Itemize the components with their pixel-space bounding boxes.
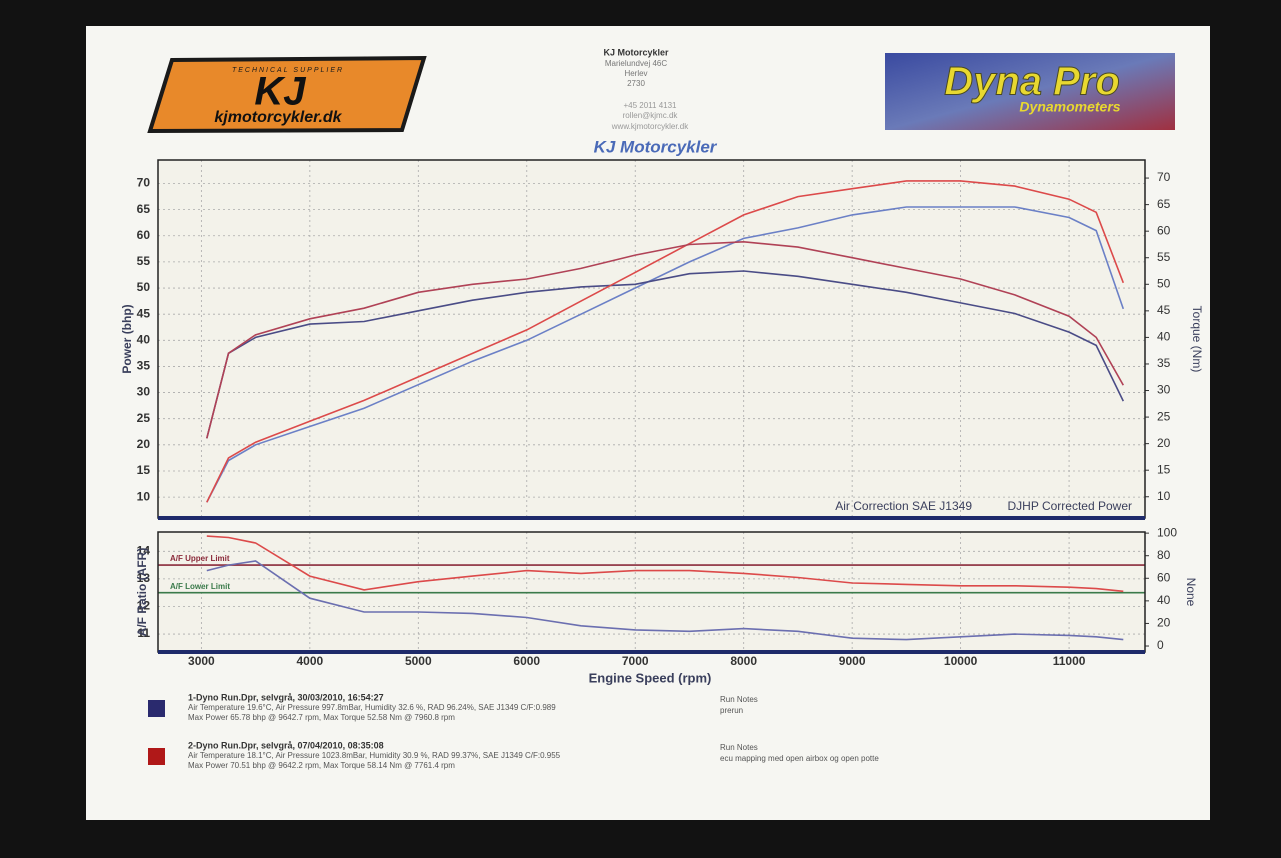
- y2-tick-label: 55: [1157, 250, 1171, 264]
- y2-tick-label: 20: [1157, 436, 1171, 450]
- y-tick-label: 60: [137, 228, 151, 242]
- brand-sub: Dynamometers: [1019, 99, 1120, 115]
- address-line: Marielundvej 46C: [605, 59, 667, 68]
- y-tick-label: 30: [137, 385, 151, 399]
- brand: Dyna Pro: [944, 60, 1120, 104]
- page-title: KJ Motorcykler: [594, 137, 718, 156]
- plot-area: [158, 160, 1145, 518]
- address-line: Herlev: [624, 69, 647, 78]
- y2-tick-label: 60: [1157, 570, 1171, 584]
- y2-tick-label: 25: [1157, 409, 1171, 423]
- run-detail: Air Temperature 19.6°C, Air Pressure 997…: [188, 703, 556, 712]
- x-tick-label: 7000: [622, 654, 649, 668]
- annotation: DJHP Corrected Power: [1008, 499, 1133, 513]
- y-tick-label: 40: [137, 332, 151, 346]
- run-title: 2-Dyno Run.Dpr, selvgrå, 07/04/2010, 08:…: [188, 740, 384, 750]
- x-tick-label: 8000: [730, 654, 757, 668]
- y-tick-label: 45: [137, 306, 151, 320]
- reference-label: A/F Upper Limit: [170, 554, 230, 563]
- run-notes-label: Run Notes: [720, 695, 758, 704]
- y-axis-title: A/F Ratio (AFR): [135, 548, 149, 637]
- address-line: 2730: [627, 79, 645, 88]
- y2-tick-label: 45: [1157, 303, 1171, 317]
- y-tick-label: 55: [137, 254, 151, 268]
- contact-line: rollen@kjmc.dk: [623, 111, 679, 120]
- run-title: 1-Dyno Run.Dpr, selvgrå, 30/03/2010, 16:…: [188, 692, 384, 702]
- contact-line: +45 2011 4131: [623, 101, 677, 110]
- y-tick-label: 35: [137, 359, 151, 373]
- y2-tick-label: 60: [1157, 223, 1171, 237]
- x-tick-label: 4000: [296, 654, 323, 668]
- y2-tick-label: 10: [1157, 489, 1171, 503]
- y2-tick-label: 40: [1157, 330, 1171, 344]
- y-axis-title: Power (bhp): [120, 304, 134, 373]
- y2-tick-label: 15: [1157, 462, 1171, 476]
- x-tick-label: 6000: [513, 654, 540, 668]
- y2-tick-label: 80: [1157, 548, 1171, 562]
- run-detail: Max Power 65.78 bhp @ 9642.7 rpm, Max To…: [188, 713, 455, 722]
- run-detail: Max Power 70.51 bhp @ 9642.2 rpm, Max To…: [188, 761, 455, 770]
- y2-tick-label: 65: [1157, 197, 1171, 211]
- y-tick-label: 50: [137, 280, 151, 294]
- run-swatch: [148, 748, 165, 765]
- y2-tick-label: 50: [1157, 276, 1171, 290]
- run-notes: prerun: [720, 706, 743, 715]
- logo-letters: KJ: [254, 70, 306, 114]
- y-tick-label: 70: [137, 176, 151, 190]
- annotation: Air Correction SAE J1349: [835, 499, 972, 513]
- contact-line: www.kjmotorcykler.dk: [611, 122, 689, 131]
- y2-tick-label: 70: [1157, 170, 1171, 184]
- y-tick-label: 65: [137, 202, 151, 216]
- y2-tick-label: 100: [1157, 525, 1177, 539]
- logo-url: kjmotorcykler.dk: [214, 109, 342, 126]
- y2-tick-label: 20: [1157, 616, 1171, 630]
- y2-tick-label: 35: [1157, 356, 1171, 370]
- y2-axis-title: None: [1184, 578, 1198, 607]
- x-tick-label: 10000: [944, 654, 978, 668]
- run-notes-label: Run Notes: [720, 743, 758, 752]
- y2-axis-title: Torque (Nm): [1190, 306, 1204, 373]
- y2-tick-label: 30: [1157, 383, 1171, 397]
- x-tick-label: 3000: [188, 654, 215, 668]
- run-swatch: [148, 700, 165, 717]
- y2-tick-label: 0: [1157, 638, 1164, 652]
- x-axis-title: Engine Speed (rpm): [589, 670, 712, 685]
- x-tick-label: 9000: [839, 654, 866, 668]
- page: TECHNICAL SUPPLIER KJ kjmotorcykler.dk K…: [0, 0, 1281, 858]
- y-tick-label: 15: [137, 463, 151, 477]
- y-tick-label: 20: [137, 437, 151, 451]
- x-tick-label: 11000: [1053, 654, 1086, 668]
- photo: TECHNICAL SUPPLIER KJ kjmotorcykler.dk K…: [0, 0, 1281, 858]
- run-notes: ecu mapping med open airbox og open pott…: [720, 754, 879, 763]
- run-detail: Air Temperature 18.1°C, Air Pressure 102…: [188, 751, 561, 760]
- x-tick-label: 5000: [405, 654, 432, 668]
- y-tick-label: 10: [137, 489, 151, 503]
- y-tick-label: 25: [137, 411, 151, 425]
- y2-tick-label: 40: [1157, 593, 1171, 607]
- company: KJ Motorcykler: [603, 47, 669, 57]
- reference-label: A/F Lower Limit: [170, 582, 230, 591]
